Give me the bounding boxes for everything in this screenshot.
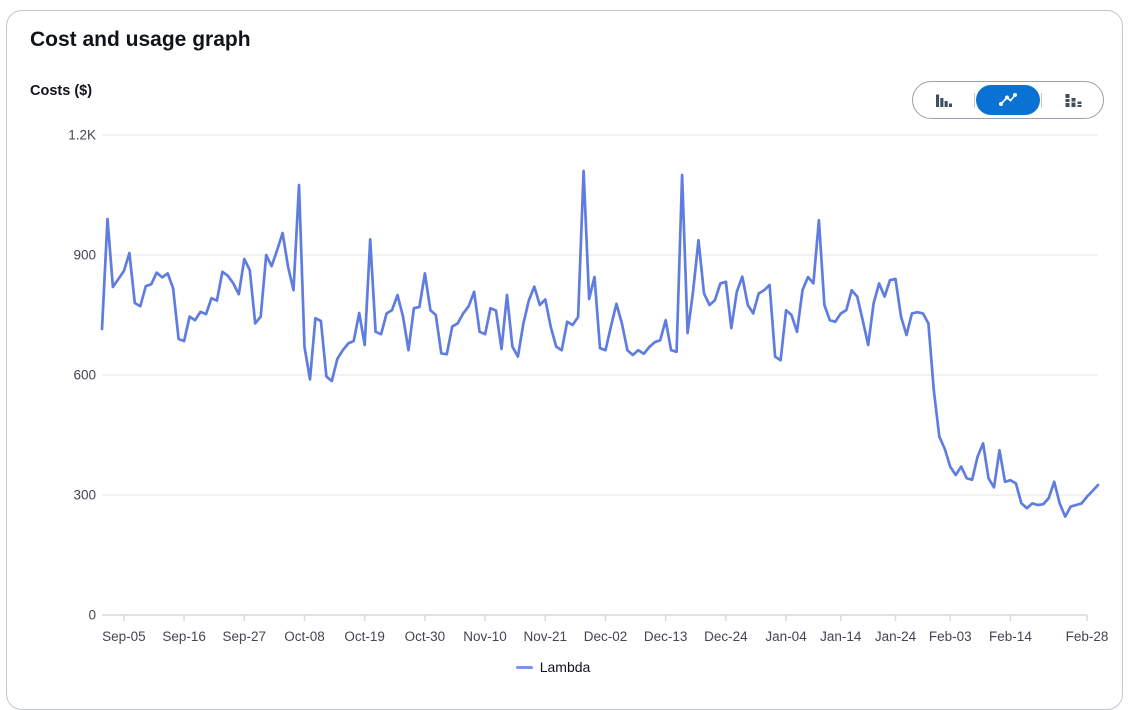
x-axis-label: Dec-13 <box>644 629 688 644</box>
cost-usage-chart[interactable]: 0 300 600 900 1.2K Sep-05 Sep-16 Sep-27 Oct-08 Oc… <box>0 0 1132 655</box>
x-axis-label: Sep-27 <box>223 629 267 644</box>
x-axis-label: Oct-08 <box>284 629 325 644</box>
page-title: Cost and usage graph <box>30 28 251 51</box>
y-axis-label: 1.2K <box>68 128 96 143</box>
x-axis-label: Feb-14 <box>989 629 1032 644</box>
x-axis-label: Oct-30 <box>405 629 446 644</box>
segment-divider <box>1041 92 1042 108</box>
legend-item-lambda[interactable]: Lambda <box>515 659 591 675</box>
chart-type-stacked-bar-button[interactable] <box>1042 82 1103 118</box>
chart-type-bar-button[interactable] <box>913 82 974 118</box>
legend-label: Lambda <box>539 659 591 675</box>
x-axis-label: Feb-28 <box>1066 629 1109 644</box>
x-axis-label: Jan-24 <box>875 629 917 644</box>
chart-type-segmented-control <box>912 81 1104 119</box>
line-chart-icon <box>999 93 1017 106</box>
x-axis-label: Sep-05 <box>102 629 146 644</box>
x-axis-label: Nov-10 <box>463 629 507 644</box>
chart-type-line-button[interactable] <box>976 85 1040 115</box>
cost-usage-card <box>6 10 1123 710</box>
x-axis-label: Dec-02 <box>584 629 628 644</box>
y-axis-title: Costs ($) <box>30 83 93 99</box>
x-axis-label: Jan-04 <box>765 629 807 644</box>
y-axis-label: 300 <box>73 488 96 503</box>
y-axis-label: 900 <box>73 248 96 263</box>
x-axis-label: Sep-16 <box>162 629 206 644</box>
x-axis-label: Jan-14 <box>820 629 862 644</box>
x-axis-label: Nov-21 <box>524 629 568 644</box>
x-axis-label: Feb-03 <box>929 629 972 644</box>
y-axis-label: 600 <box>73 368 96 383</box>
x-axis-label: Oct-19 <box>344 629 385 644</box>
segment-divider <box>974 92 975 108</box>
lambda-cost-line <box>100 169 1100 518</box>
y-axis-label: 0 <box>88 608 96 623</box>
plot-area[interactable] <box>102 120 1098 615</box>
x-axis-label: Dec-24 <box>704 629 748 644</box>
bar-chart-icon <box>935 94 952 107</box>
chart-legend: Lambda <box>0 659 1106 675</box>
legend-line-marker <box>515 665 533 669</box>
stacked-bar-chart-icon <box>1065 94 1081 107</box>
